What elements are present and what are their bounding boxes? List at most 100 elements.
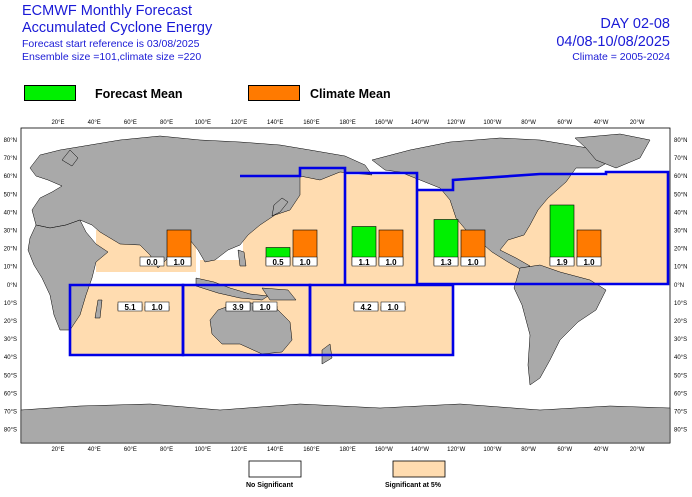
land-masses (20, 133, 671, 444)
lon-label-bottom: 160°E (303, 447, 319, 453)
lon-label-top: 140°W (411, 120, 429, 126)
lat-label-right: 30°N (674, 229, 687, 235)
climate-value-label: 1.0 (299, 258, 311, 267)
lat-label-left: 50°S (4, 373, 17, 379)
climate-legend-label: Climate Mean (310, 87, 391, 101)
land-philippines (237, 249, 247, 267)
shade-south-pacific (310, 285, 453, 355)
climate-value-box (252, 301, 278, 312)
forecast-value-box (433, 256, 459, 267)
lon-label-bottom: 140°E (267, 447, 283, 453)
climate-legend-swatch (248, 85, 300, 101)
forecast-value-label: 0.5 (272, 258, 284, 267)
forecast-value-box (139, 256, 165, 267)
forecast-value-box (225, 301, 251, 312)
lat-label-right: 20°S (674, 319, 687, 325)
lat-label-left: 40°N (4, 210, 17, 216)
lat-label-left: 0°N (7, 283, 17, 289)
forecast-legend-swatch (24, 85, 76, 101)
basin-chart: 5.1 1.0 (117, 301, 170, 312)
lat-label-right: 70°N (674, 156, 687, 162)
lat-label-left: 30°N (4, 229, 17, 235)
land-europe-north (61, 149, 79, 167)
lon-label-top: 120°W (447, 120, 465, 126)
lat-label-right: 40°S (674, 355, 687, 361)
lon-label-bottom: 120°E (231, 447, 247, 453)
forecast-value-box (353, 301, 379, 312)
border-south-pacific (308, 283, 455, 357)
lon-label-bottom: 60°E (124, 447, 137, 453)
lon-label-top: 100°W (483, 120, 501, 126)
start-reference: Forecast start reference is 03/08/2025 (22, 38, 200, 50)
lon-label-top: 20°E (51, 120, 64, 126)
basin-chart: 1.3 1.0 (433, 219, 486, 267)
forecast-value-box (549, 256, 575, 267)
forecast-value-label: 0.0 (146, 258, 158, 267)
forecast-value-label: 3.9 (232, 303, 244, 312)
forecast-legend-label: Forecast Mean (95, 87, 183, 101)
lon-label-bottom: 20°W (630, 447, 645, 453)
lat-label-left: 60°S (4, 391, 17, 397)
ensemble-size: Ensemble size =101,climate size =220 (22, 51, 202, 63)
lat-label-left: 40°S (4, 355, 17, 361)
lon-label-bottom: 100°E (195, 447, 211, 453)
lon-label-top: 40°W (594, 120, 609, 126)
climate-value-box (166, 256, 192, 267)
lat-label-right: 10°N (674, 265, 687, 271)
lon-label-bottom: 40°W (594, 447, 609, 453)
climate-value-label: 1.0 (385, 258, 397, 267)
basin-chart: 3.9 1.0 (225, 301, 278, 312)
lon-label-top: 60°E (124, 120, 137, 126)
forecast-value-box (351, 256, 377, 267)
lon-label-bottom: 80°W (521, 447, 536, 453)
border-central-pacific (345, 171, 419, 285)
lon-label-bottom: 40°E (88, 447, 101, 453)
lat-label-right: 70°S (674, 410, 687, 416)
border-west-pacific (240, 166, 347, 285)
lon-label-top: 180°E (339, 120, 355, 126)
lat-label-left: 10°S (4, 301, 17, 307)
shade-south-west-indian (70, 285, 183, 355)
climate-value-box (576, 256, 602, 267)
lat-label-right: 50°N (674, 192, 687, 198)
land-north-america (371, 137, 613, 271)
climate-value-box (144, 301, 170, 312)
basin-chart: 1.9 1.0 (549, 204, 602, 267)
climate-value-box (292, 256, 318, 267)
lat-label-right: 60°N (674, 174, 687, 180)
land-greenland (574, 133, 651, 169)
title-line1: ECMWF Monthly Forecast (22, 3, 192, 19)
basin-borders (68, 166, 670, 357)
forecast-bar (549, 204, 575, 266)
basin-chart: 0.5 1.0 (265, 229, 318, 267)
land-africa (27, 219, 109, 331)
basin-chart: 1.1 1.0 (351, 226, 404, 267)
lat-label-left: 30°S (4, 337, 17, 343)
lat-label-right: 80°N (674, 138, 687, 144)
climate-value-box (460, 256, 486, 267)
land-south-america (513, 264, 607, 386)
climate-value-box (380, 301, 406, 312)
lon-label-top: 100°E (195, 120, 211, 126)
climate-value-label: 1.0 (583, 258, 595, 267)
lat-label-left: 70°S (4, 410, 17, 416)
climate-value-label: 1.0 (259, 303, 271, 312)
lon-label-top: 40°E (88, 120, 101, 126)
lon-label-bottom: 120°W (447, 447, 465, 453)
forecast-value-box (117, 301, 143, 312)
lon-label-bottom: 160°W (375, 447, 393, 453)
title-line2: Accumulated Cyclone Energy (22, 20, 213, 36)
lat-label-left: 20°N (4, 247, 17, 253)
lat-label-right: 0°N (674, 283, 684, 289)
lat-label-right: 40°N (674, 210, 687, 216)
no-significant-label: No Significant (246, 482, 294, 489)
lon-label-top: 160°E (303, 120, 319, 126)
climate-value-label: 1.0 (151, 303, 163, 312)
lat-label-left: 80°S (4, 428, 17, 434)
lat-label-left: 80°N (4, 138, 17, 144)
day-range: DAY 02-08 (600, 16, 670, 32)
lon-label-top: 80°W (521, 120, 536, 126)
basin-chart: 4.2 1.0 (353, 301, 406, 312)
forecast-value-label: 1.9 (556, 258, 568, 267)
